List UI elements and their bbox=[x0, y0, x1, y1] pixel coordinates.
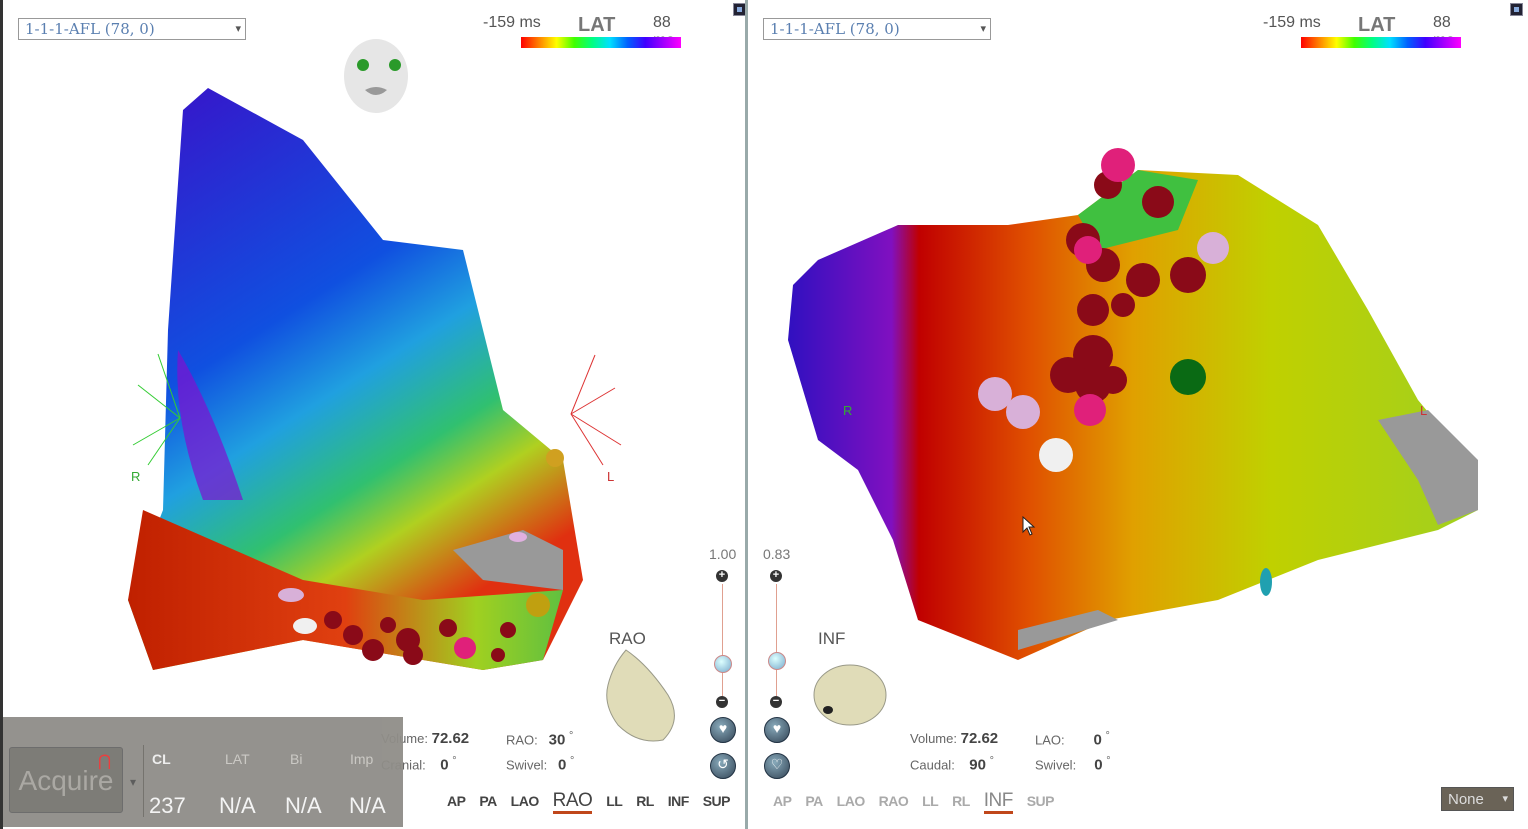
maximize-view-button[interactable] bbox=[1510, 3, 1523, 16]
orientation-face-icon bbox=[344, 39, 408, 113]
zoom-slider-thumb[interactable] bbox=[768, 652, 786, 670]
lat-header: LAT bbox=[225, 751, 250, 767]
map-select-value: 1-1-1-AFL (78, 0) bbox=[25, 20, 155, 38]
heart-outline-icon: ♡ bbox=[770, 756, 784, 772]
reset-view-button[interactable]: ♡ bbox=[764, 753, 790, 779]
chevron-down-icon: ▾ bbox=[980, 22, 986, 35]
view-rl-button[interactable]: RL bbox=[952, 793, 970, 809]
rotate-icon: ↺ bbox=[717, 756, 729, 772]
view-lao-button[interactable]: LAO bbox=[836, 793, 866, 809]
heart-icon: ♥ bbox=[772, 720, 782, 736]
view-ap-button[interactable]: AP bbox=[447, 793, 466, 809]
left-map-view[interactable]: 1-1-1-AFL (78, 0) ▾ -159 ms LAT 88 ms bbox=[0, 0, 745, 829]
swivel-stat: Swivel: 0 ° bbox=[1035, 755, 1111, 774]
zoom-value: 0.83 bbox=[763, 546, 791, 562]
chevron-down-icon: ▾ bbox=[235, 22, 241, 35]
legend-label: LAT bbox=[1358, 14, 1396, 36]
legend-gradient bbox=[1301, 37, 1461, 48]
acquire-button[interactable]: Acquire bbox=[9, 747, 123, 813]
reset-view-button[interactable]: ↺ bbox=[710, 753, 736, 779]
mouse-cursor-icon bbox=[1022, 516, 1036, 536]
acquire-label: Acquire bbox=[18, 765, 114, 796]
panel-divider bbox=[143, 745, 144, 817]
angle1-stat: LAO: 0 ° bbox=[1035, 730, 1110, 749]
overlay-select[interactable]: None ▾ bbox=[1441, 787, 1514, 811]
cl-header: CL bbox=[152, 751, 171, 767]
left-axis-marker bbox=[570, 354, 622, 466]
acquire-panel: Acquire ⋂ ▾ CL LAT Bi Imp 237 N/A N/A N/… bbox=[3, 717, 403, 827]
zoom-value: 1.00 bbox=[709, 546, 737, 562]
lat-color-legend: -159 ms LAT 88 ms bbox=[483, 12, 683, 52]
view-inf-button[interactable]: INF bbox=[983, 790, 1013, 814]
volume-stat: Volume: 72.62 bbox=[910, 730, 999, 747]
zoom-slider-track[interactable] bbox=[776, 584, 777, 696]
imp-value: N/A bbox=[349, 793, 386, 818]
view-pa-button[interactable]: PA bbox=[479, 793, 497, 809]
magnet-icon: ⋂ bbox=[98, 753, 112, 770]
map-select[interactable]: 1-1-1-AFL (78, 0) ▾ bbox=[18, 18, 246, 40]
pane-divider[interactable] bbox=[745, 0, 748, 829]
right-map-view[interactable]: 1-1-1-AFL (78, 0) ▾ -159 ms LAT 88 ms bbox=[748, 0, 1528, 829]
legend-gradient bbox=[521, 37, 681, 48]
lat-3d-map[interactable] bbox=[778, 140, 1498, 680]
legend-min: -159 ms bbox=[483, 14, 541, 31]
heart-icon: ♥ bbox=[718, 720, 728, 736]
orientation-label: RAO bbox=[609, 629, 646, 648]
view-inf-button[interactable]: INF bbox=[667, 793, 690, 809]
bi-value: N/A bbox=[285, 793, 322, 818]
heart-view-button[interactable]: ♥ bbox=[710, 717, 736, 743]
view-ap-button[interactable]: AP bbox=[773, 793, 792, 809]
view-lao-button[interactable]: LAO bbox=[510, 793, 540, 809]
zoom-in-button[interactable]: + bbox=[770, 570, 782, 582]
view-rao-button[interactable]: RAO bbox=[552, 790, 593, 814]
angle2-stat: Caudal: 90 ° bbox=[910, 755, 994, 774]
map-select[interactable]: 1-1-1-AFL (78, 0) ▾ bbox=[763, 18, 991, 40]
axis-r-label: R bbox=[131, 469, 141, 484]
chevron-down-icon[interactable]: ▾ bbox=[130, 775, 137, 789]
swivel-stat: Swivel: 0 ° bbox=[506, 755, 575, 774]
heart-view-button[interactable]: ♥ bbox=[764, 717, 790, 743]
lat-value: N/A bbox=[219, 793, 256, 818]
view-ll-button[interactable]: LL bbox=[922, 793, 939, 809]
legend-min: -159 ms bbox=[1263, 14, 1321, 31]
heart-orientation-icon bbox=[606, 649, 675, 742]
cl-value: 237 bbox=[149, 793, 186, 818]
bi-header: Bi bbox=[290, 751, 303, 767]
overlay-select-value: None bbox=[1448, 791, 1484, 808]
view-buttons-right: AP PA LAO RAO LL RL INF SUP bbox=[773, 790, 1064, 814]
view-sup-button[interactable]: SUP bbox=[702, 793, 731, 809]
zoom-in-button[interactable]: + bbox=[716, 570, 728, 582]
zoom-out-button[interactable]: − bbox=[716, 696, 728, 708]
angle1-stat: RAO: 30 ° bbox=[506, 730, 574, 749]
zoom-slider-thumb[interactable] bbox=[714, 655, 732, 673]
maximize-view-button[interactable] bbox=[733, 3, 745, 16]
lat-color-legend: -159 ms LAT 88 ms bbox=[1263, 12, 1463, 52]
heart-orientation-icon bbox=[813, 664, 887, 726]
chevron-down-icon: ▾ bbox=[1502, 793, 1508, 805]
view-pa-button[interactable]: PA bbox=[805, 793, 823, 809]
right-axis-marker bbox=[132, 353, 181, 466]
view-ll-button[interactable]: LL bbox=[606, 793, 623, 809]
zoom-slider-track[interactable] bbox=[722, 584, 723, 696]
orientation-label: INF bbox=[818, 629, 846, 648]
legend-label: LAT bbox=[578, 14, 616, 36]
view-rl-button[interactable]: RL bbox=[636, 793, 654, 809]
axis-l-label: L bbox=[1420, 403, 1428, 418]
axis-l-label: L bbox=[607, 469, 615, 484]
view-buttons-left: AP PA LAO RAO LL RL INF SUP bbox=[447, 790, 740, 814]
view-rao-button[interactable]: RAO bbox=[878, 793, 909, 809]
zoom-out-button[interactable]: − bbox=[770, 696, 782, 708]
imp-header: Imp bbox=[350, 751, 374, 767]
map-select-value: 1-1-1-AFL (78, 0) bbox=[770, 20, 900, 38]
axis-r-label: R bbox=[843, 403, 853, 418]
lat-3d-map[interactable] bbox=[3, 80, 643, 680]
view-sup-button[interactable]: SUP bbox=[1026, 793, 1055, 809]
